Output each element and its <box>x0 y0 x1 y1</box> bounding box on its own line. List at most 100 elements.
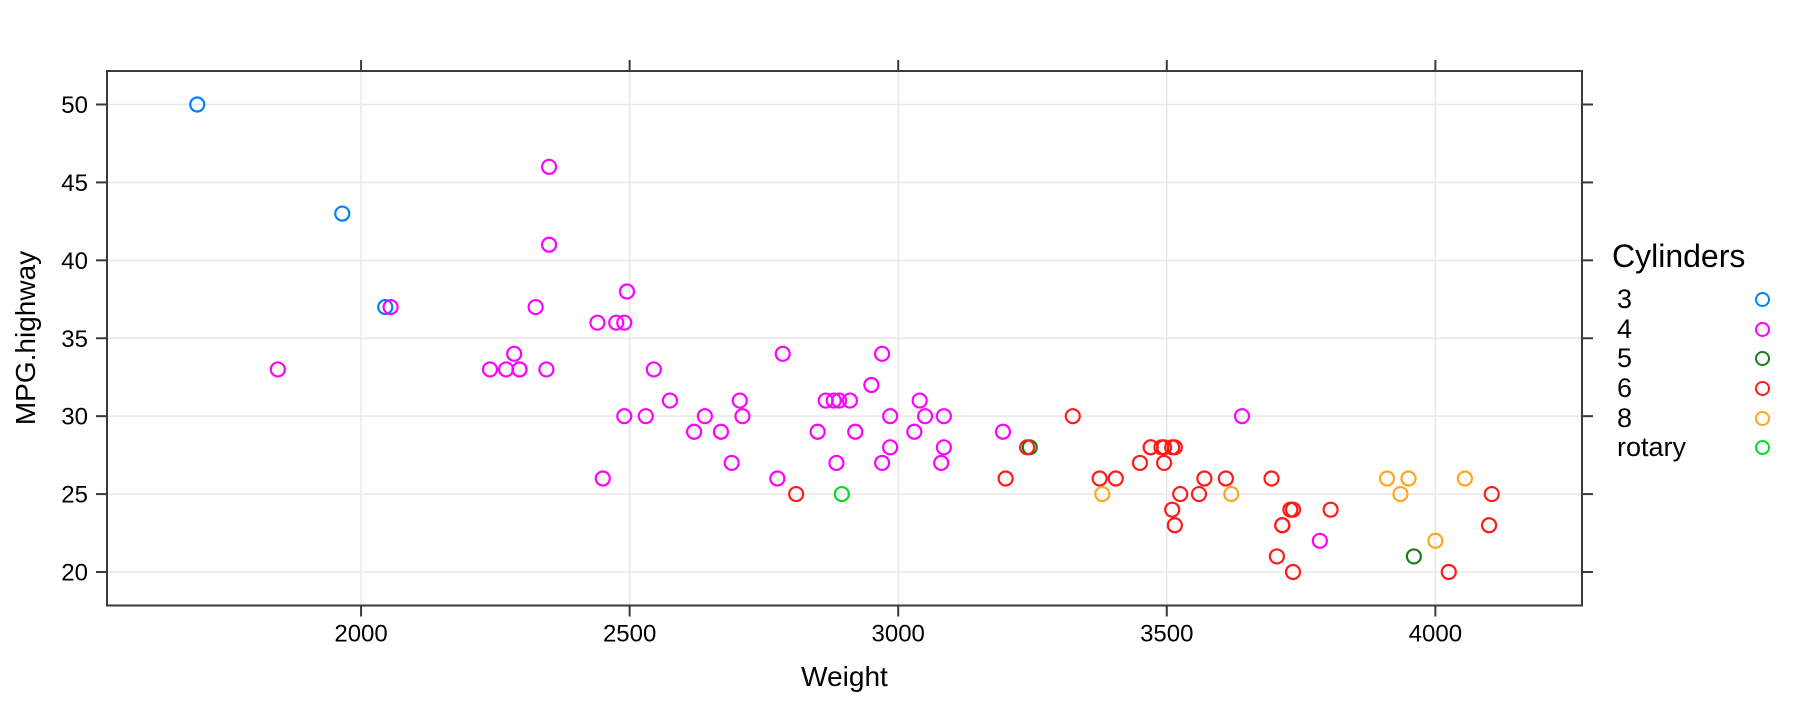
data-point <box>1196 470 1213 487</box>
legend-swatch-icon <box>1755 440 1770 456</box>
data-point <box>497 361 515 378</box>
data-point <box>1392 485 1409 503</box>
data-point <box>997 470 1014 487</box>
data-point <box>1480 517 1498 534</box>
data-point <box>833 485 850 503</box>
data-point <box>1172 485 1189 503</box>
y-axis-title: MPG.highway <box>10 250 41 426</box>
data-point <box>1284 501 1302 518</box>
data-point <box>1400 470 1417 487</box>
legend-entry-label: 4 <box>1617 313 1633 344</box>
data-point <box>1233 408 1251 425</box>
data-point <box>841 392 858 409</box>
svg-text:35: 35 <box>61 326 88 353</box>
axis-ticks <box>96 60 1593 617</box>
legend-entry-label: 6 <box>1617 372 1633 403</box>
data-point <box>809 423 826 440</box>
data-point <box>1166 439 1183 456</box>
data-point <box>874 345 891 362</box>
data-point <box>1440 563 1457 581</box>
data-point <box>1217 470 1234 487</box>
legend-entry-rotary: rotary <box>1600 432 1800 462</box>
data-point <box>1156 454 1173 472</box>
data-point <box>1311 532 1328 549</box>
svg-text:25: 25 <box>61 482 88 509</box>
data-point <box>933 454 950 472</box>
data-point <box>863 376 880 394</box>
data-point <box>1274 517 1291 534</box>
data-point <box>774 345 791 362</box>
data-point <box>788 485 805 503</box>
data-point <box>506 345 523 362</box>
data-point <box>269 361 286 378</box>
data-point <box>828 454 845 472</box>
legend-entry-label: 3 <box>1617 284 1633 314</box>
legend-title: Cylinders <box>1612 238 1746 274</box>
data-point <box>734 408 751 425</box>
data-point <box>1322 501 1339 518</box>
data-point <box>1405 548 1422 565</box>
data-point <box>825 392 842 409</box>
data-point <box>882 408 899 425</box>
data-point <box>1190 485 1208 503</box>
data-point <box>511 361 528 378</box>
y-tick-labels: 20 25 30 35 40 45 50 <box>61 92 88 586</box>
svg-text:2500: 2500 <box>603 621 656 648</box>
data-point <box>712 423 730 440</box>
data-point <box>594 470 611 487</box>
series-rotary <box>833 485 850 503</box>
data-point <box>1131 454 1149 472</box>
data-point <box>1166 517 1183 534</box>
data-point <box>334 205 351 222</box>
x-axis-title: Weight <box>801 661 888 692</box>
data-point <box>911 392 928 409</box>
data-point <box>696 408 713 425</box>
svg-text:2000: 2000 <box>334 621 387 648</box>
data-point <box>1456 470 1474 487</box>
legend-swatch-icon <box>1755 292 1770 307</box>
data-point <box>589 314 606 331</box>
data-point <box>1378 470 1396 487</box>
legend-swatch-icon <box>1755 351 1770 367</box>
data-point <box>685 423 703 440</box>
data-point <box>481 361 499 378</box>
data-point <box>1427 532 1444 549</box>
legend-entry-8: 8 <box>1600 403 1800 433</box>
data-point <box>1268 548 1286 565</box>
data-point <box>1107 470 1124 487</box>
data-point <box>916 408 934 425</box>
legend-entry-6: 6 <box>1600 373 1800 403</box>
data-point <box>1156 439 1173 456</box>
data-point <box>382 298 399 316</box>
series-6 <box>788 408 1500 581</box>
legend-swatch-icon <box>1755 380 1770 396</box>
data-point <box>882 439 899 456</box>
data-point <box>831 392 848 409</box>
data-point <box>538 361 555 378</box>
svg-text:4000: 4000 <box>1409 621 1462 648</box>
series-3 <box>189 96 394 316</box>
series-5 <box>1021 439 1422 565</box>
gridlines <box>107 71 1582 606</box>
data-point <box>608 314 625 331</box>
data-point <box>1164 501 1181 518</box>
data-point <box>377 298 394 316</box>
panel-border <box>106 70 1583 607</box>
data-point <box>847 423 864 440</box>
svg-text:3500: 3500 <box>1140 621 1193 648</box>
svg-text:45: 45 <box>61 170 88 197</box>
data-point <box>645 361 662 378</box>
legend-entry-label: 8 <box>1617 402 1633 433</box>
legend-entry-4: 4 <box>1600 314 1800 344</box>
data-point <box>1223 485 1240 503</box>
legend-entry-5: 5 <box>1600 343 1800 373</box>
data-point <box>616 314 633 331</box>
data-point <box>935 408 952 425</box>
data-point <box>723 454 740 472</box>
x-tick-labels: 2000 2500 3000 3500 4000 <box>334 621 1462 648</box>
data-point <box>994 423 1012 440</box>
data-point <box>1064 408 1081 425</box>
data-point <box>1284 563 1302 581</box>
data-point <box>1091 470 1108 487</box>
